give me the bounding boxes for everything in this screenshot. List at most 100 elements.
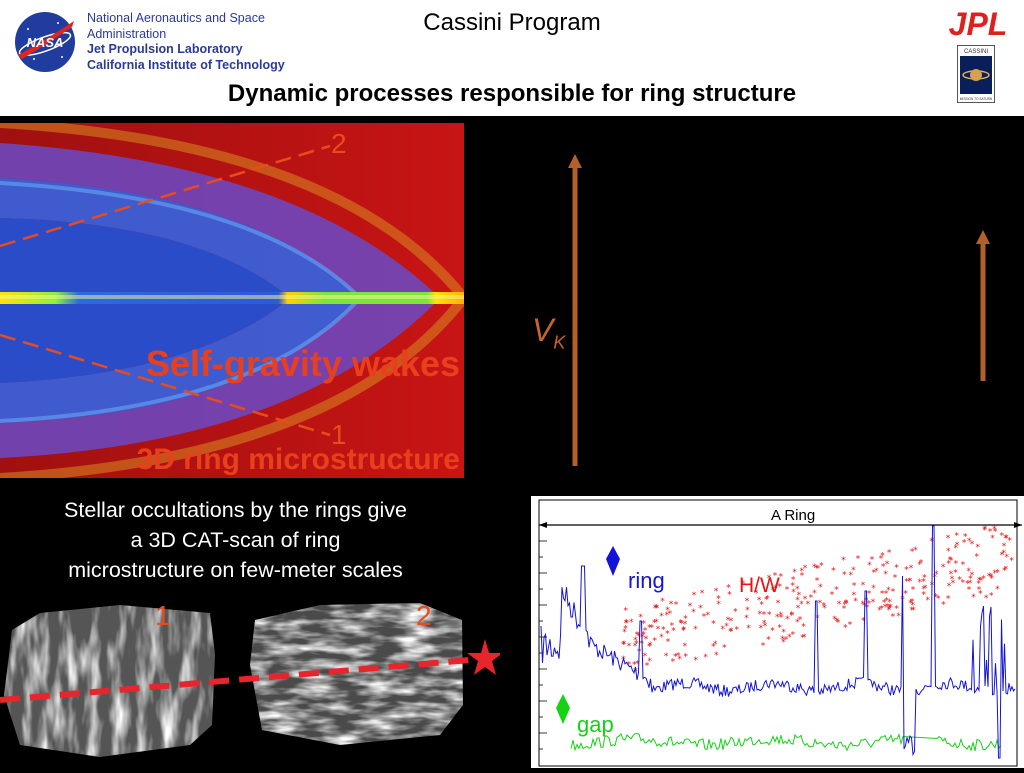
hw-point: * [765,594,770,604]
hw-point: * [791,582,796,592]
hw-point: * [893,574,898,584]
hw-point: * [856,555,861,565]
slide-title: Dynamic processes responsible for ring s… [227,80,797,107]
hw-point: * [978,590,983,600]
hw-point: * [879,605,884,615]
hw-point: * [958,576,963,586]
hw-point: * [763,622,768,632]
hw-point: * [921,577,926,587]
hw-point: * [791,630,796,640]
hw-point: * [759,601,764,611]
hw-point: * [848,621,853,631]
hw-point: * [664,652,669,662]
ring-series [540,525,1016,759]
hw-point: * [679,618,684,628]
hw-point: * [1008,537,1013,547]
hw-point: * [770,626,775,636]
hw-point: * [797,591,802,601]
hw-point: * [844,599,849,609]
hw-point: * [683,614,688,624]
hw-point: * [908,577,913,587]
hw-point: * [790,611,795,621]
hw-point: * [941,563,946,573]
hw-point: * [1004,534,1009,544]
hw-point: * [979,577,984,587]
hw-point: * [911,606,916,616]
hw-point: * [934,593,939,603]
hw-point: * [647,623,652,633]
cassini-badge-text: CASSINI [964,49,988,55]
hw-point: * [684,653,689,663]
hw-point: * [887,606,892,616]
hw-point: * [714,651,719,661]
hw-point: * [779,611,784,621]
hw-point: * [993,527,998,537]
cut-label-bottom: 1 [331,419,347,450]
hw-point: * [946,547,951,557]
hw-point: * [714,587,719,597]
hw-point: * [787,633,792,643]
hw-point: * [781,628,786,638]
hw-point: * [766,636,771,646]
hw-point: * [888,603,893,613]
hw-point: * [674,601,679,611]
hw-point: * [861,617,866,627]
hw-point: * [746,624,751,634]
hw-point: * [919,558,924,568]
hw-point: * [623,624,628,634]
hw-point: * [727,591,732,601]
hw-legend-label: H/W [739,574,780,597]
hw-point: * [871,584,876,594]
caption-line2: a 3D CAT-scan of ring [130,528,341,552]
hw-point: * [967,537,972,547]
hw-point: * [694,656,699,666]
hw-point: * [923,584,928,594]
hw-point: * [982,526,987,536]
a-ring-profile-plot: * * * * * * * * * * * * * * * * * * * * * * * * * * * * * * * * * * * * * * * *… [531,496,1024,768]
hw-point: * [659,633,664,643]
hw-point: * [716,595,721,605]
hw-point: * [728,628,733,638]
hw-point: * [934,570,939,580]
hw-point: * [822,604,827,614]
hw-point: * [880,552,885,562]
hw-point: * [917,578,922,588]
hw-point: * [661,626,666,636]
hw-point: * [977,576,982,586]
hw-point: * [781,638,786,648]
hw-point: * [706,611,711,621]
hw-point: * [963,532,968,542]
hw-point: * [989,573,994,583]
institute-name: California Institute of Technology [87,57,285,72]
velocity-symbol: V [532,312,554,348]
hw-point: * [779,573,784,583]
hw-point: * [888,598,893,608]
hw-point: * [665,629,670,639]
hw-point: * [894,604,899,614]
hw-point: * [660,597,665,607]
hw-point: * [954,559,959,569]
hw-point: * [947,582,952,592]
hw-point: * [659,612,664,622]
hw-point: * [654,604,659,614]
hw-point: * [842,571,847,581]
hw-point: * [946,594,951,604]
hw-point: * [803,595,808,605]
hw-point: * [790,611,795,621]
hw-point: * [955,532,960,542]
hw-point: * [778,623,783,633]
hw-point: * [894,564,899,574]
hw-point: * [670,621,675,631]
hw-point: * [1004,553,1009,563]
hw-point: * [754,589,759,599]
hw-point: * [643,652,648,662]
hw-point: * [977,586,982,596]
hw-point: * [625,618,630,628]
hw-point: * [741,580,746,590]
lab-name: Jet Propulsion Laboratory [87,42,243,56]
hw-point: * [650,624,655,634]
hw-point: * [773,572,778,582]
hw-point: * [983,525,988,535]
hw-point: * [881,562,886,572]
hw-point: * [671,627,676,637]
